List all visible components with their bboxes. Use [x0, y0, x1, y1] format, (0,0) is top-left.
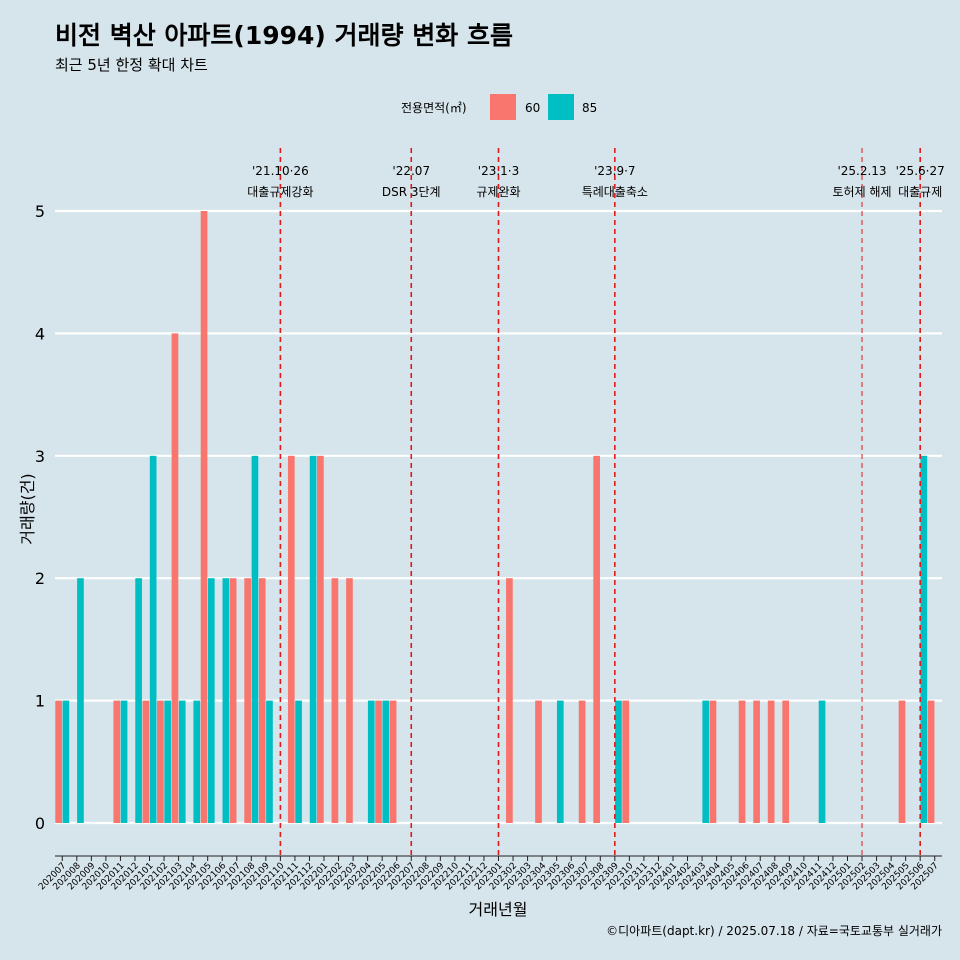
bar-60-202407 — [753, 700, 760, 823]
y-tick-label: 0 — [35, 814, 45, 833]
bar-85-202106 — [222, 578, 230, 823]
event-date-202502: '25.2.13 — [837, 164, 886, 178]
event-label-202301: 규제완화 — [476, 185, 520, 199]
bar-60-202404 — [709, 700, 717, 823]
legend-label-60: 60 — [525, 101, 540, 115]
caption: ©디아파트(dapt.kr) / 2025.07.18 / 자료=국토교통부 실… — [606, 924, 942, 938]
bar-85-202007 — [62, 700, 70, 823]
chart-title: 비전 벽산 아파트(1994) 거래량 변화 흐름 — [55, 21, 513, 50]
x-axis: 2020072020082020092020102020112020122021… — [37, 855, 942, 892]
bar-85-202111 — [295, 700, 302, 823]
bar-60-202302 — [506, 578, 513, 823]
bar-60-202206 — [389, 700, 397, 823]
bar-85-202108 — [251, 455, 259, 823]
bar-60-202505 — [898, 700, 906, 823]
event-date-202207: '22.07 — [392, 164, 430, 178]
bar-60-202310 — [622, 700, 630, 823]
event-label-202110: 대출규제강화 — [247, 185, 313, 199]
bar-85-202109 — [266, 700, 273, 823]
bar-60-202103 — [171, 333, 179, 823]
x-axis-title: 거래년월 — [469, 900, 528, 919]
bars — [55, 211, 935, 823]
bar-85-202112 — [309, 455, 317, 823]
bar-85-202012 — [135, 578, 142, 823]
bar-85-202305 — [556, 700, 564, 823]
legend-title: 전용면적(㎡) — [401, 101, 467, 115]
bar-60-202307 — [578, 700, 586, 823]
bar-85-202205 — [382, 700, 390, 823]
bar-85-202105 — [207, 578, 215, 823]
bar-60-202102 — [157, 700, 164, 823]
bar-85-202008 — [77, 578, 84, 823]
bar-85-202101 — [149, 455, 157, 823]
bar-85-202103 — [178, 700, 186, 823]
bar-60-202408 — [767, 700, 775, 823]
bar-60-202308 — [593, 455, 600, 823]
y-tick-label: 3 — [35, 447, 45, 466]
chart-subtitle: 최근 5년 한정 확대 차트 — [55, 56, 208, 74]
bar-85-202309 — [615, 700, 622, 823]
bar-60-202304 — [535, 700, 542, 823]
event-label-202207: DSR 3단계 — [382, 185, 441, 199]
legend-label-85: 85 — [582, 101, 597, 115]
bar-85-202506 — [920, 455, 928, 823]
bar-60-202507 — [927, 700, 935, 823]
event-markers: '21.10·26 대출규제강화 '22.07 DSR 3단계 '23.1·3 규제완화 '… — [247, 148, 945, 855]
event-date-202110: '21.10·26 — [252, 164, 309, 178]
legend-swatch-60 — [490, 94, 516, 120]
bar-60-202101 — [142, 700, 150, 823]
bar-60-202203 — [346, 578, 353, 823]
bar-60-202007 — [55, 700, 62, 823]
legend-swatch-85 — [548, 94, 574, 120]
y-axis-title: 거래량(건) — [18, 473, 37, 544]
event-label-202502: 토허제 해제 — [833, 185, 892, 199]
event-date-202301: '23.1·3 — [478, 164, 519, 178]
bar-85-202011 — [120, 700, 128, 823]
bar-60-202406 — [738, 700, 746, 823]
bar-85-202204 — [367, 700, 375, 823]
bar-60-202105 — [200, 211, 208, 823]
bar-60-202011 — [113, 700, 121, 823]
event-label-202309: 특례대출축소 — [582, 185, 648, 199]
bar-60-202202 — [331, 578, 339, 823]
bar-60-202111 — [287, 455, 295, 823]
event-label-202506: 대출규제 — [898, 185, 942, 199]
legend: 전용면적(㎡) 60 85 — [401, 94, 597, 120]
bar-60-202107 — [229, 578, 237, 823]
y-tick-label: 5 — [35, 202, 45, 221]
bar-85-202411 — [818, 700, 826, 823]
bar-60-202109 — [258, 578, 266, 823]
y-tick-label: 4 — [35, 324, 45, 343]
bar-60-202409 — [782, 700, 790, 823]
bar-85-202104 — [193, 700, 201, 823]
bar-85-202102 — [164, 700, 172, 823]
bar-85-202403 — [702, 700, 710, 823]
event-date-202506: '25.6·27 — [896, 164, 945, 178]
y-tick-labels: 0 1 2 3 4 5 — [35, 202, 45, 833]
y-tick-label: 2 — [35, 569, 45, 588]
bar-60-202108 — [244, 578, 252, 823]
bar-60-202201 — [317, 455, 324, 823]
bar-60-202205 — [375, 700, 382, 823]
y-tick-label: 1 — [35, 692, 45, 711]
event-date-202309: '23.9·7 — [594, 164, 635, 178]
